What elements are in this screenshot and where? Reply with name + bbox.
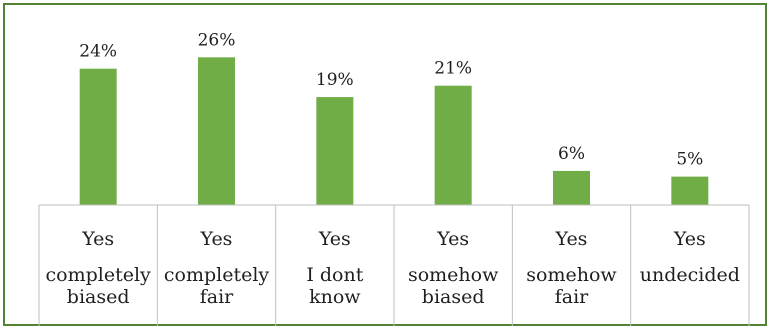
bar-2 [316, 97, 354, 205]
data-label-2: 19% [316, 70, 354, 90]
category-label-4-line-0: Yes [555, 228, 588, 250]
category-label-5-line-0: Yes [673, 228, 706, 250]
bar-1 [198, 57, 235, 205]
data-labels-group: 24% 26% 19% 21% 6% 5% [79, 30, 703, 169]
category-table-lines [38, 204, 750, 326]
category-label-2-line-1: I dont [306, 264, 364, 286]
bar-0 [79, 68, 117, 206]
data-label-5: 5% [676, 150, 703, 170]
bar-3 [434, 85, 472, 205]
category-label-0-line-0: Yes [82, 228, 115, 250]
data-label-3: 21% [434, 59, 472, 79]
data-label-4: 6% [558, 144, 585, 164]
category-label-1-line-0: Yes [200, 228, 233, 250]
chart-frame [3, 3, 767, 326]
data-label-1: 26% [198, 30, 236, 50]
bar-4 [553, 170, 590, 205]
category-label-2-line-0: Yes [318, 228, 351, 250]
data-label-0: 24% [79, 42, 117, 62]
category-label-1-line-2: fair [199, 286, 234, 308]
category-label-0-line-2: biased [66, 286, 130, 308]
category-label-4-line-2: fair [554, 286, 589, 308]
bar-5 [671, 176, 709, 205]
bars-group [79, 57, 709, 206]
category-label-3-line-0: Yes [437, 228, 470, 250]
category-label-3-line-2: biased [421, 286, 485, 308]
category-label-0-line-1: completely [45, 264, 151, 286]
category-label-5-line-1: undecided [639, 264, 740, 286]
category-label-4-line-1: somehow [526, 264, 617, 286]
category-label-2-line-2: know [309, 286, 361, 308]
category-label-1-line-1: completely [163, 264, 270, 286]
category-label-3-line-1: somehow [407, 264, 499, 286]
